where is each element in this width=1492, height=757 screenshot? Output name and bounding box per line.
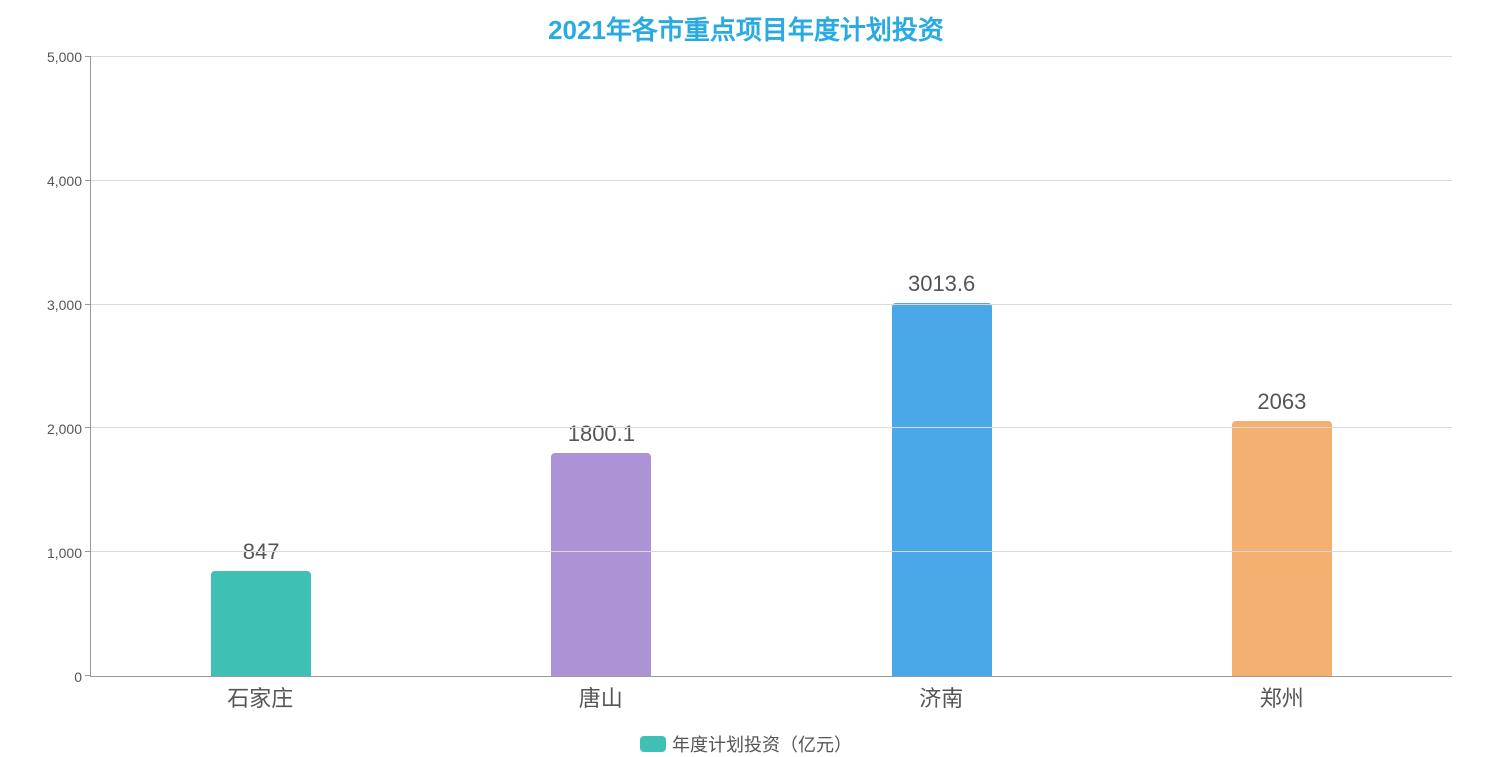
y-tick-label: 3,000 <box>47 297 82 313</box>
legend-swatch <box>640 736 666 752</box>
bar-slot: 2063 <box>1112 57 1452 676</box>
bar: 847 <box>211 571 311 676</box>
y-tick-label: 5,000 <box>47 49 82 65</box>
bar: 2063 <box>1232 421 1332 676</box>
plot-area: 847 1800.1 3013.6 2063 <box>90 57 1452 677</box>
plot-wrapper: 01,0002,0003,0004,0005,000 8471800.13013… <box>40 57 1452 677</box>
bar-slot: 1800.1 <box>431 57 771 676</box>
y-tick-label: 2,000 <box>47 421 82 437</box>
bars-layer: 847 1800.1 3013.6 2063 <box>91 57 1452 676</box>
bar: 3013.6 <box>892 303 992 676</box>
gridline <box>91 56 1452 57</box>
y-tick-mark <box>85 427 91 428</box>
y-tick-mark <box>85 56 91 57</box>
x-tick-label: 郑州 <box>1112 677 1453 713</box>
chart-container: 2021年各市重点项目年度计划投资 0 1,000 2,000 3,000 4,000 5… <box>0 0 1492 757</box>
y-tick-label: 4,000 <box>47 173 82 189</box>
y-tick-label: 0 <box>74 669 82 685</box>
chart-title: 2021年各市重点项目年度计划投资 <box>40 10 1452 47</box>
legend-label: 年度计划投资（亿元） <box>672 735 852 755</box>
y-tick-mark <box>85 551 91 552</box>
y-axis: 01,0002,0003,0004,0005,000 <box>40 57 90 677</box>
bar-value-label: 2063 <box>1257 389 1306 415</box>
bar-value-label: 3013.6 <box>908 271 975 297</box>
x-tick-label: 济南 <box>771 677 1112 713</box>
y-tick-mark <box>85 304 91 305</box>
y-tick-mark <box>85 180 91 181</box>
gridline <box>91 304 1452 305</box>
bar: 1800.1 <box>551 453 651 676</box>
bar-slot: 847 <box>91 57 431 676</box>
bar-value-label: 1800.1 <box>568 421 635 447</box>
x-tick-label: 石家庄 <box>90 677 431 713</box>
gridline <box>91 180 1452 181</box>
gridline <box>91 427 1452 428</box>
x-axis-labels: 石家庄唐山济南郑州 <box>90 677 1452 713</box>
gridline <box>91 551 1452 552</box>
y-tick-label: 1,000 <box>47 545 82 561</box>
legend: 年度计划投资（亿元） <box>40 731 1452 757</box>
x-tick-label: 唐山 <box>431 677 772 713</box>
y-tick-mark <box>85 675 91 676</box>
bar-slot: 3013.6 <box>772 57 1112 676</box>
